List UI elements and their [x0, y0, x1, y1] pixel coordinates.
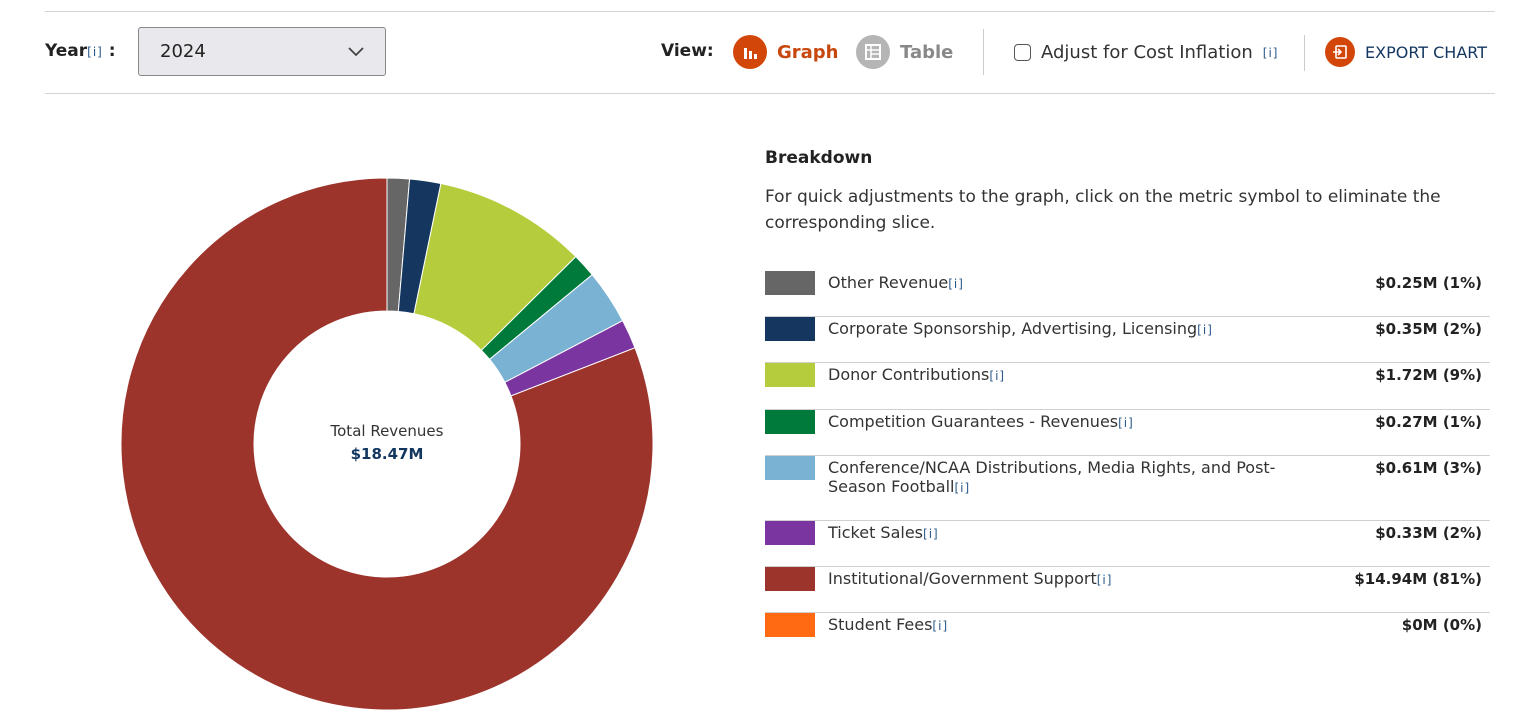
legend-item: Competition Guarantees - Revenues[i] $0.…: [765, 410, 1490, 456]
legend-label: Donor Contributions[i]: [828, 365, 1006, 384]
slice-institutional-government-support[interactable]: [120, 177, 654, 711]
legend-value: $14.94M (81%): [1354, 570, 1482, 588]
graph-view-button[interactable]: Graph: [733, 35, 839, 69]
legend-swatch[interactable]: [765, 613, 815, 637]
legend-value: $0.27M (1%): [1375, 413, 1482, 431]
inflation-toggle[interactable]: Adjust for Cost Inflation [i]: [1014, 42, 1278, 63]
legend-label: Student Fees[i]: [828, 615, 949, 634]
legend-label: Other Revenue[i]: [828, 273, 964, 292]
info-icon[interactable]: [i]: [923, 527, 939, 541]
legend-item: Conference/NCAA Distributions, Media Rig…: [765, 456, 1490, 521]
center-label: Total Revenues: [330, 422, 444, 440]
inflation-checkbox[interactable]: [1014, 44, 1031, 61]
chevron-down-icon: [348, 47, 364, 57]
export-icon: [1325, 37, 1355, 67]
legend-swatch[interactable]: [765, 317, 815, 341]
info-icon[interactable]: [i]: [954, 481, 971, 495]
legend-item: Corporate Sponsorship, Advertising, Lice…: [765, 317, 1490, 363]
view-label: View:: [661, 41, 714, 61]
legend-swatch[interactable]: [765, 521, 815, 545]
legend-label: Ticket Sales[i]: [828, 523, 939, 542]
donut-center: Total Revenues $18.47M: [287, 422, 487, 463]
legend-value: $0.35M (2%): [1375, 320, 1482, 338]
info-icon[interactable]: [i]: [1118, 416, 1134, 430]
export-chart-button[interactable]: EXPORT CHART: [1325, 37, 1487, 67]
legend-swatch[interactable]: [765, 567, 815, 591]
separator: [983, 29, 984, 75]
legend-swatch[interactable]: [765, 410, 815, 434]
year-value: 2024: [160, 41, 206, 62]
legend-value: $0M (0%): [1401, 616, 1482, 634]
legend-value: $1.72M (9%): [1375, 366, 1482, 384]
donut-chart: [120, 177, 654, 711]
table-icon: [856, 35, 890, 69]
legend-swatch[interactable]: [765, 271, 815, 295]
bar-chart-icon: [733, 35, 767, 69]
legend-item: Student Fees[i] $0M (0%): [765, 613, 1490, 658]
top-divider: [45, 11, 1495, 12]
legend-label: Conference/NCAA Distributions, Media Rig…: [828, 458, 1276, 496]
legend-item: Institutional/Government Support[i] $14.…: [765, 567, 1490, 613]
legend-value: $0.25M (1%): [1375, 274, 1482, 292]
legend-swatch[interactable]: [765, 456, 815, 480]
info-icon[interactable]: [i]: [932, 619, 949, 633]
table-view-button[interactable]: Table: [856, 35, 953, 69]
info-icon[interactable]: [i]: [1262, 45, 1279, 60]
center-value: $18.47M: [350, 445, 424, 463]
legend-swatch[interactable]: [765, 363, 815, 387]
legend-item: Other Revenue[i] $0.25M (1%): [765, 271, 1490, 317]
info-icon[interactable]: [i]: [948, 277, 964, 291]
info-icon[interactable]: [i]: [87, 45, 103, 59]
info-icon[interactable]: [i]: [1096, 573, 1113, 587]
separator: [1304, 35, 1305, 71]
legend-value: $0.61M (3%): [1375, 459, 1482, 477]
year-select[interactable]: 2024: [138, 27, 386, 76]
legend-value: $0.33M (2%): [1375, 524, 1482, 542]
toolbar-divider: [45, 93, 1495, 94]
legend-item: Donor Contributions[i] $1.72M (9%): [765, 363, 1490, 410]
legend-label: Institutional/Government Support[i]: [828, 569, 1113, 588]
legend-title: Breakdown: [765, 148, 873, 168]
year-label: Year[i] :: [45, 41, 116, 61]
legend-label: Competition Guarantees - Revenues[i]: [828, 412, 1134, 431]
legend-label: Corporate Sponsorship, Advertising, Lice…: [828, 319, 1213, 338]
legend-description: For quick adjustments to the graph, clic…: [765, 187, 1441, 233]
legend-item: Ticket Sales[i] $0.33M (2%): [765, 521, 1490, 567]
info-icon[interactable]: [i]: [1197, 323, 1213, 337]
info-icon[interactable]: [i]: [989, 369, 1006, 383]
